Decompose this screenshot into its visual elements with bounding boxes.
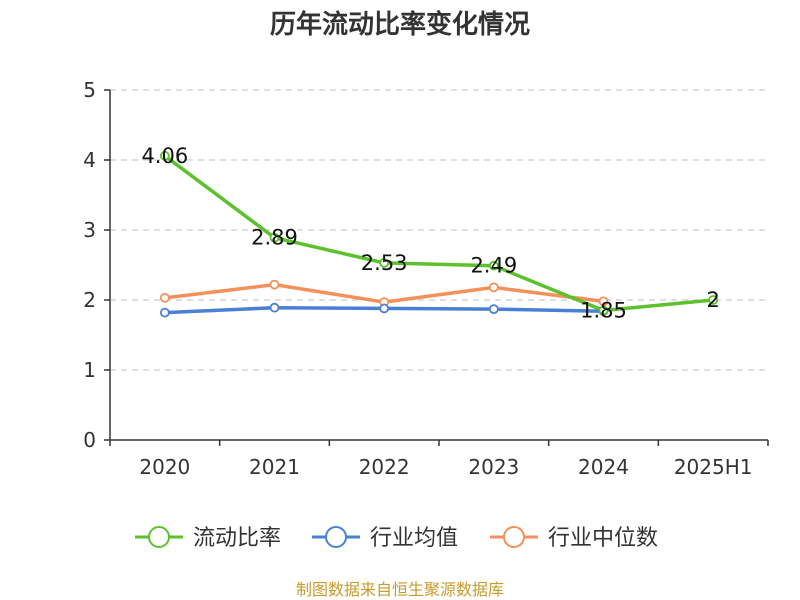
legend-label: 行业均值: [370, 526, 458, 551]
data-point: [269, 232, 280, 243]
data-label: 2.49: [470, 254, 517, 278]
x-tick-label: 2021: [249, 455, 300, 479]
data-point: [708, 295, 719, 305]
data-point: [488, 304, 499, 315]
data-point: [598, 296, 609, 307]
data-label: 4.06: [141, 144, 188, 168]
data-point: [379, 257, 390, 268]
data-point: [488, 260, 499, 271]
y-tick-label: 2: [83, 288, 96, 312]
source-note: 制图数据来自恒生聚源数据库: [296, 580, 504, 599]
y-tick-label: 1: [83, 358, 96, 382]
x-tick-label: 2020: [139, 455, 190, 479]
y-tick-label: 3: [83, 218, 96, 242]
legend-marker: [148, 526, 170, 548]
data-point: [379, 303, 390, 314]
legend-marker: [503, 526, 525, 548]
grid-lines: [110, 89, 768, 371]
x-tick-label: 2024: [578, 455, 629, 479]
axes: 0 1 2 3 4 5 2020 2021 2022 2023 2024 2025H1: [83, 78, 769, 479]
data-point: [269, 302, 280, 313]
x-tick-label: 2022: [359, 455, 410, 479]
data-label: 2.89: [251, 226, 298, 250]
y-tick-label: 4: [83, 148, 96, 172]
y-tick-label: 5: [83, 78, 96, 102]
legend-marker: [325, 526, 347, 548]
legend-label: 行业中位数: [548, 526, 658, 551]
legend-label: 流动比率: [193, 526, 281, 551]
chart-title: 历年流动比率变化情况: [270, 9, 530, 40]
y-tick-label: 0: [83, 428, 96, 452]
data-point: [488, 282, 499, 293]
data-label: 2: [706, 288, 719, 312]
data-label: 2.53: [361, 251, 408, 275]
x-tick-label: 2023: [468, 455, 519, 479]
data-point: [269, 279, 280, 290]
data-point: [159, 150, 170, 161]
series-line: [163, 154, 714, 313]
data-label: 1.85: [580, 299, 627, 323]
data-point: [159, 307, 170, 318]
x-tick-label: 2025H1: [674, 455, 753, 479]
data-point: [598, 305, 609, 316]
legend: 流动比率 行业均值 行业中位数: [135, 526, 658, 551]
series-lines: [159, 150, 719, 318]
data-labels: 4.06 2.89 2.53 2.49 1.85 2: [141, 144, 719, 323]
data-point: [159, 292, 170, 303]
